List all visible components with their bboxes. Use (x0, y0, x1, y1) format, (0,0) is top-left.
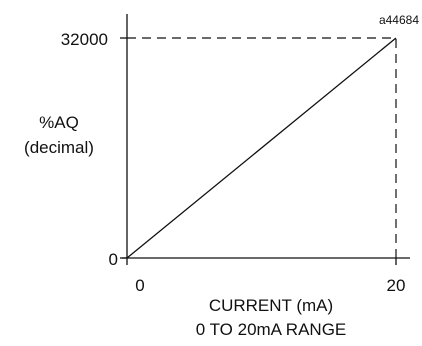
y-axis-label-line2: (decimal) (24, 138, 94, 157)
x-tick-label-right: 20 (387, 276, 406, 295)
series-line-0 (126, 37, 397, 259)
y-tick-label-top: 32000 (61, 30, 108, 49)
figure-reference: a44684 (379, 13, 419, 27)
x-axis-label-line1: CURRENT (mA) (209, 296, 333, 315)
y-tick-label-bottom: 0 (109, 250, 118, 269)
x-axis-label-line2: 0 TO 20mA RANGE (196, 320, 347, 339)
x-tick-label-left: 0 (135, 276, 144, 295)
y-axis-label-line1: %AQ (39, 113, 79, 132)
series-group (126, 37, 397, 259)
dashed-guides (127, 37, 397, 258)
